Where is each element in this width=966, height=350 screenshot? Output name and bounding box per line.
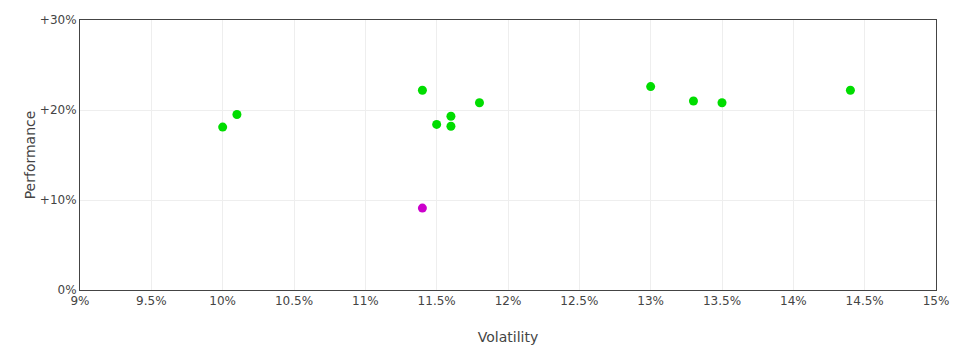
svg-text:+30%: +30% <box>40 13 77 27</box>
svg-text:9.5%: 9.5% <box>136 294 167 308</box>
svg-text:12.5%: 12.5% <box>560 294 598 308</box>
svg-text:12%: 12% <box>495 294 522 308</box>
svg-text:0%: 0% <box>58 283 77 297</box>
svg-text:+20%: +20% <box>40 103 77 117</box>
svg-text:15%: 15% <box>923 294 950 308</box>
svg-text:14.5%: 14.5% <box>846 294 884 308</box>
svg-text:10%: 10% <box>209 294 236 308</box>
svg-text:11.5%: 11.5% <box>418 294 456 308</box>
svg-text:Volatility: Volatility <box>478 329 538 345</box>
svg-text:Performance: Performance <box>22 111 38 200</box>
svg-text:14%: 14% <box>780 294 807 308</box>
svg-text:13%: 13% <box>637 294 664 308</box>
svg-text:10.5%: 10.5% <box>275 294 313 308</box>
svg-text:+10%: +10% <box>40 193 77 207</box>
svg-text:9%: 9% <box>70 294 89 308</box>
svg-text:13.5%: 13.5% <box>703 294 741 308</box>
svg-text:11%: 11% <box>352 294 379 308</box>
